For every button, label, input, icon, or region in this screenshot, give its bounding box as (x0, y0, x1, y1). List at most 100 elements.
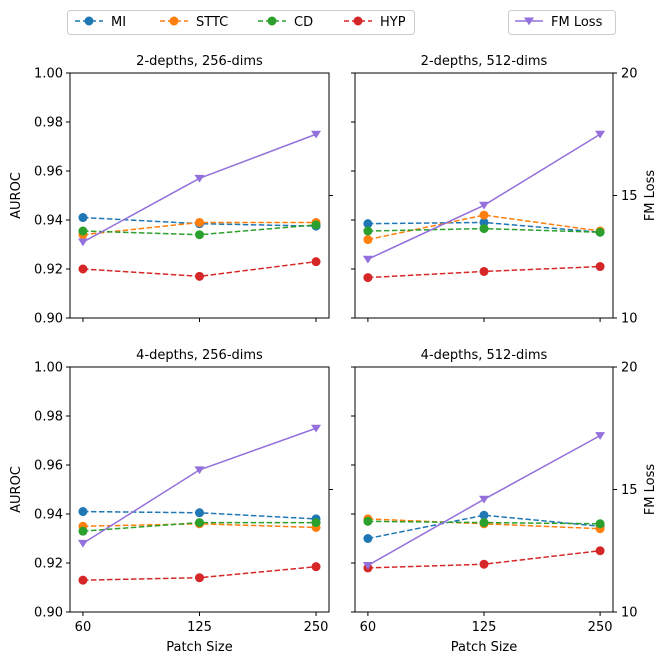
y-tick-label: 1.00 (34, 67, 63, 82)
x-tick-label: 250 (304, 620, 329, 635)
legend-label-sttc: STTC (196, 15, 228, 30)
data-point-cd (479, 224, 489, 234)
series-hyp (78, 257, 321, 281)
data-point-sttc (363, 235, 373, 245)
series-fm-loss (77, 130, 322, 247)
legend-label-cd: CD (294, 15, 313, 30)
legend-marker-mi (84, 16, 94, 26)
subplot-4-depths-256-dims: 4-depths, 256-dims 0.90 0.92 0.94 0.96 0.98 1.… (9, 348, 333, 655)
y-tick-label: 0.98 (34, 410, 63, 425)
series-cd (78, 220, 321, 240)
subplot-4-depths-512-dims: 4-depths, 512-dims 10 15 20 60 125 250 Patch Si… (351, 348, 658, 655)
x-axis-label: Patch Size (451, 640, 518, 655)
legend-entry-mi: MI (75, 15, 126, 30)
data-point-hyp (311, 562, 321, 572)
legend-entry-hyp: HYP (344, 15, 406, 30)
y2-tick-label: 20 (621, 67, 638, 82)
data-point-hyp (78, 264, 88, 274)
legend-box-series (67, 10, 415, 35)
series-line-mi (367, 514, 601, 540)
y-axis-label: AUROC (9, 172, 24, 219)
data-point-cd (195, 230, 204, 240)
data-point-fm-loss (362, 561, 373, 570)
subplot-title: 2-depths, 256-dims (136, 54, 263, 69)
data-point-fm-loss (595, 130, 606, 139)
data-point-fm-loss (194, 466, 205, 475)
series-cd (363, 224, 605, 237)
y-tick-label: 1.00 (34, 361, 63, 376)
data-point-fm-loss (77, 238, 88, 247)
subplot-2-depths-256-dims: 2-depths, 256-dims 0.90 0.92 0.94 0.96 0.98 1.… (9, 54, 333, 327)
y-axis-label: AUROC (9, 466, 24, 513)
data-point-hyp (595, 262, 605, 272)
data-point-cd (78, 226, 88, 236)
data-point-fm-loss (311, 130, 322, 139)
plot-frame (69, 72, 330, 319)
data-point-hyp (595, 546, 605, 556)
x-tick-label: 60 (360, 620, 377, 635)
data-point-cd (195, 518, 204, 528)
legend-label-hyp: HYP (380, 15, 406, 30)
subplot-title: 2-depths, 512-dims (421, 54, 548, 69)
data-point-hyp (363, 273, 373, 283)
data-point-hyp (195, 573, 204, 583)
data-point-fm-loss (479, 201, 489, 210)
subplot-title: 4-depths, 512-dims (421, 348, 548, 363)
legend-marker-cd (267, 16, 277, 26)
data-point-sttc (479, 210, 489, 220)
data-point-cd (595, 519, 605, 529)
series-cd (78, 518, 321, 536)
data-point-cd (311, 220, 321, 230)
data-point-hyp (195, 271, 204, 281)
data-point-fm-loss (595, 432, 606, 440)
data-point-mi (78, 507, 88, 517)
data-point-cd (479, 518, 489, 528)
legend-marker-fm-loss (524, 17, 534, 26)
plot-frame (354, 72, 614, 319)
y2-tick-label: 15 (621, 189, 638, 204)
data-point-sttc (195, 217, 204, 227)
series-hyp (363, 546, 605, 573)
y-tick-label: 0.90 (34, 606, 63, 621)
x-tick-label: 250 (588, 620, 613, 635)
data-point-cd (363, 226, 373, 236)
y2-tick-label: 10 (621, 312, 638, 327)
series-fm-loss (362, 432, 606, 570)
y2-axis-label: FM Loss (643, 170, 658, 222)
data-point-fm-loss (362, 255, 373, 264)
legend: MI STTC CD HYP FM Loss (67, 10, 616, 35)
legend-entry-cd: CD (258, 15, 313, 30)
x-tick-label: 125 (472, 620, 497, 635)
data-point-fm-loss (479, 495, 489, 504)
series-line-sttc (367, 214, 601, 241)
legend-box-loss (508, 10, 616, 35)
y2-tick-label: 20 (621, 361, 638, 376)
series-fm-loss (77, 424, 322, 548)
y-tick-label: 0.96 (34, 165, 63, 180)
x-tick-label: 60 (75, 620, 92, 635)
legend-label-mi: MI (111, 15, 126, 30)
data-point-hyp (78, 575, 88, 585)
data-point-cd (363, 516, 373, 526)
series-hyp (363, 262, 605, 283)
series-hyp (78, 562, 321, 585)
data-point-fm-loss (194, 174, 205, 183)
data-point-mi (363, 219, 373, 229)
legend-marker-hyp (353, 16, 363, 26)
legend-entry-fm-loss: FM Loss (515, 15, 603, 30)
subplot-2-depths-512-dims: 2-depths, 512-dims 10 15 20 FM Loss (351, 54, 658, 327)
data-point-mi (195, 508, 204, 518)
data-point-hyp (479, 266, 489, 276)
legend-entry-sttc: STTC (160, 15, 228, 30)
legend-label-fm-loss: FM Loss (551, 15, 603, 30)
data-point-fm-loss (311, 424, 322, 433)
series-fm-loss (362, 130, 606, 264)
subplot-title: 4-depths, 256-dims (136, 348, 263, 363)
data-point-fm-loss (77, 539, 88, 548)
series-line-fm-loss (367, 133, 601, 260)
data-point-mi (479, 510, 489, 520)
x-tick-label: 125 (187, 620, 212, 635)
x-axis-label: Patch Size (166, 640, 233, 655)
y2-tick-label: 15 (621, 483, 638, 498)
